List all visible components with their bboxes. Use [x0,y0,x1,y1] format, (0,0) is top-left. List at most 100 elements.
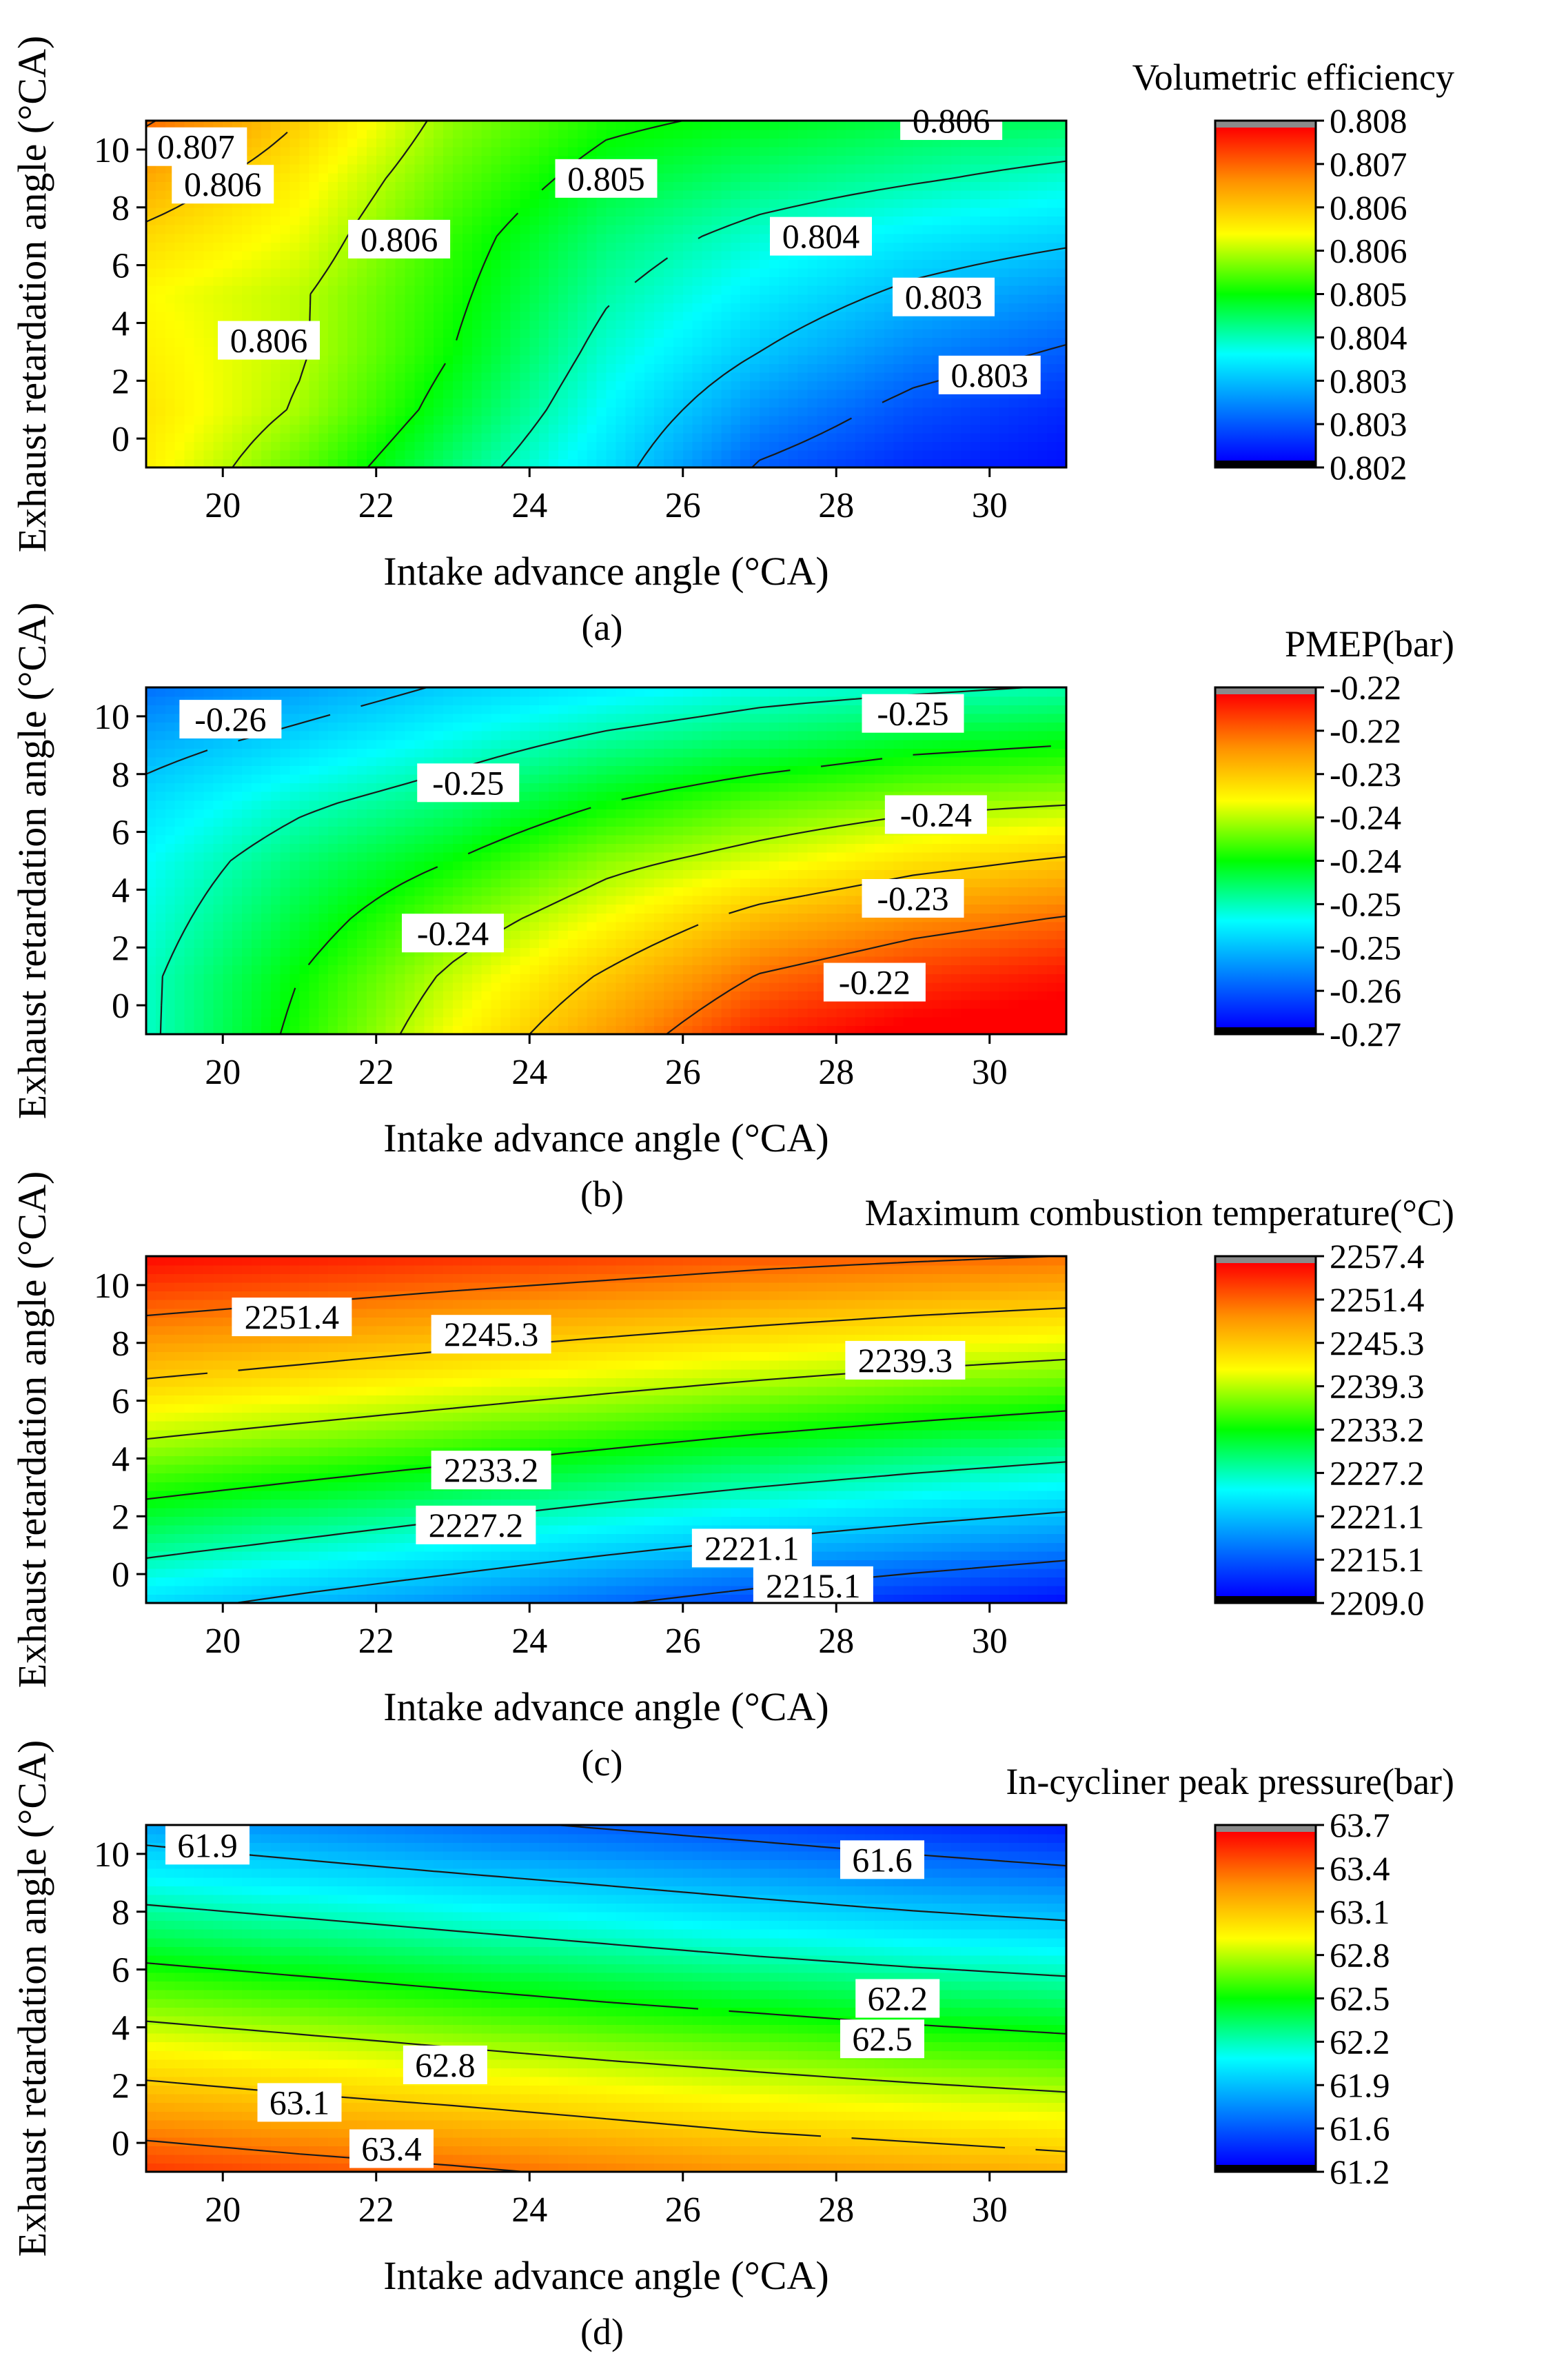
heatmap-cell [165,938,176,949]
heatmap-cell [663,406,674,416]
heatmap-cell [194,259,205,269]
heatmap-cell [682,389,693,399]
heatmap-cell [874,276,885,286]
heatmap-cell [251,938,262,949]
heatmap-cell [846,337,856,347]
heatmap-cell [174,432,185,443]
heatmap-cell [328,199,338,208]
heatmap-cell [510,381,521,390]
heatmap-cell [654,415,664,425]
heatmap-cell [165,415,176,425]
heatmap-cell [807,424,818,434]
heatmap-cell [577,294,588,303]
heatmap-cell [644,259,655,269]
heatmap-cell [817,163,828,174]
heatmap-cell [385,259,396,269]
heatmap-cell [251,138,262,148]
heatmap-cell [299,199,310,208]
heatmap-cell [855,424,866,434]
heatmap-cell [769,424,780,434]
heatmap-cell [682,207,693,217]
heatmap-cell [760,398,770,407]
heatmap-cell [797,947,808,957]
heatmap-cell [1037,1008,1048,1018]
heatmap-cell [491,207,502,217]
heatmap-cell [884,947,895,957]
heatmap-cell [203,406,214,416]
heatmap-cell [961,982,971,991]
heatmap-cell [500,181,511,191]
heatmap-cell [702,947,713,957]
heatmap-cell [1018,415,1029,425]
heatmap-cell [242,991,252,1000]
heatmap-cell [471,415,482,425]
heatmap-cell [146,294,156,303]
heatmap-cell [405,181,416,191]
heatmap-cell [750,415,760,425]
heatmap-cell [356,363,367,373]
heatmap-cell [405,345,416,356]
heatmap-cell [577,311,588,321]
heatmap-cell [740,233,751,243]
heatmap-cell [385,138,396,148]
heatmap-cell [203,233,214,243]
heatmap-cell [338,155,348,165]
heatmap-cell [289,1008,301,1018]
heatmap-cell [318,294,329,303]
heatmap-cell [213,381,224,390]
heatmap-cell [491,216,502,225]
heatmap-cell [1018,328,1029,339]
heatmap-cell [625,1008,636,1018]
heatmap-cell [376,276,387,286]
heatmap-cell [932,956,943,966]
heatmap-cell [1008,956,1019,966]
heatmap-cell [846,328,856,339]
heatmap-cell [654,1016,664,1027]
heatmap-cell [242,1016,252,1027]
heatmap-cell [539,207,549,217]
heatmap-cell [932,398,943,407]
heatmap-cell [577,381,588,390]
heatmap-cell [318,1008,329,1018]
heatmap-cell [385,294,396,303]
heatmap-cell [270,242,281,252]
heatmap-cell [913,389,924,399]
heatmap-cell [366,138,377,148]
heatmap-cell [558,311,569,321]
heatmap-cell [692,345,703,356]
heatmap-cell [826,155,837,165]
heatmap-cell [165,1008,176,1018]
heatmap-cell [673,190,684,199]
heatmap-cell [731,303,741,312]
heatmap-cell [280,441,291,451]
heatmap-cell [942,328,952,339]
heatmap-cell [855,363,866,373]
heatmap-cell [510,1016,521,1027]
heatmap-cell [587,965,598,974]
heatmap-cell [385,363,396,373]
heatmap-cell [261,1008,272,1018]
heatmap-cell [826,947,837,957]
heatmap-cell [702,311,713,321]
heatmap-cell [750,294,760,303]
heatmap-cell [673,242,684,252]
heatmap-cell [366,337,377,347]
heatmap-cell [778,1016,789,1027]
heatmap-cell [893,199,904,208]
heatmap-cell [874,311,885,321]
heatmap-cell [347,372,358,382]
heatmap-cell [520,424,531,434]
heatmap-cell [174,311,185,321]
heatmap-cell [242,973,252,983]
heatmap-cell [673,424,684,434]
heatmap-cell [1028,146,1039,157]
heatmap-cell [750,363,760,373]
heatmap-cell [376,259,387,269]
heatmap-cell [616,216,627,225]
heatmap-cell [539,363,549,373]
heatmap-cell [788,363,799,373]
heatmap-cell [549,337,559,347]
heatmap-cell [587,233,598,243]
heatmap-cell [884,190,895,199]
heatmap-cell [299,450,310,460]
